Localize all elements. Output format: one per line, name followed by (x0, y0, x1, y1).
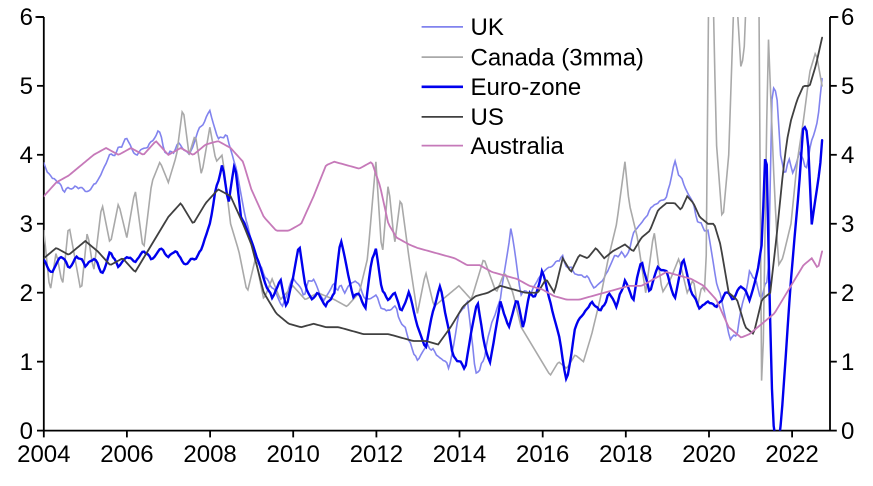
svg-text:5: 5 (841, 73, 854, 100)
svg-text:2010: 2010 (267, 441, 320, 468)
svg-text:2: 2 (20, 280, 33, 307)
svg-text:2006: 2006 (100, 441, 153, 468)
svg-text:UK: UK (471, 14, 504, 41)
svg-text:Euro-zone: Euro-zone (471, 74, 582, 101)
svg-text:5: 5 (20, 73, 33, 100)
svg-text:6: 6 (841, 4, 854, 31)
svg-text:2016: 2016 (516, 441, 569, 468)
svg-text:2020: 2020 (682, 441, 735, 468)
svg-text:3: 3 (841, 211, 854, 238)
svg-text:Australia: Australia (471, 133, 565, 160)
svg-text:US: US (471, 104, 504, 131)
svg-text:2018: 2018 (599, 441, 652, 468)
svg-text:6: 6 (20, 4, 33, 31)
svg-text:4: 4 (841, 142, 854, 169)
svg-text:1: 1 (20, 349, 33, 376)
svg-text:3: 3 (20, 211, 33, 238)
svg-text:2022: 2022 (765, 441, 818, 468)
svg-text:2012: 2012 (350, 441, 403, 468)
svg-text:2004: 2004 (17, 441, 70, 468)
svg-text:1: 1 (841, 349, 854, 376)
svg-text:2014: 2014 (433, 441, 486, 468)
svg-text:4: 4 (20, 142, 33, 169)
svg-text:2: 2 (841, 280, 854, 307)
svg-text:2008: 2008 (183, 441, 236, 468)
svg-text:0: 0 (841, 418, 854, 445)
svg-text:Canada (3mma): Canada (3mma) (471, 44, 644, 71)
